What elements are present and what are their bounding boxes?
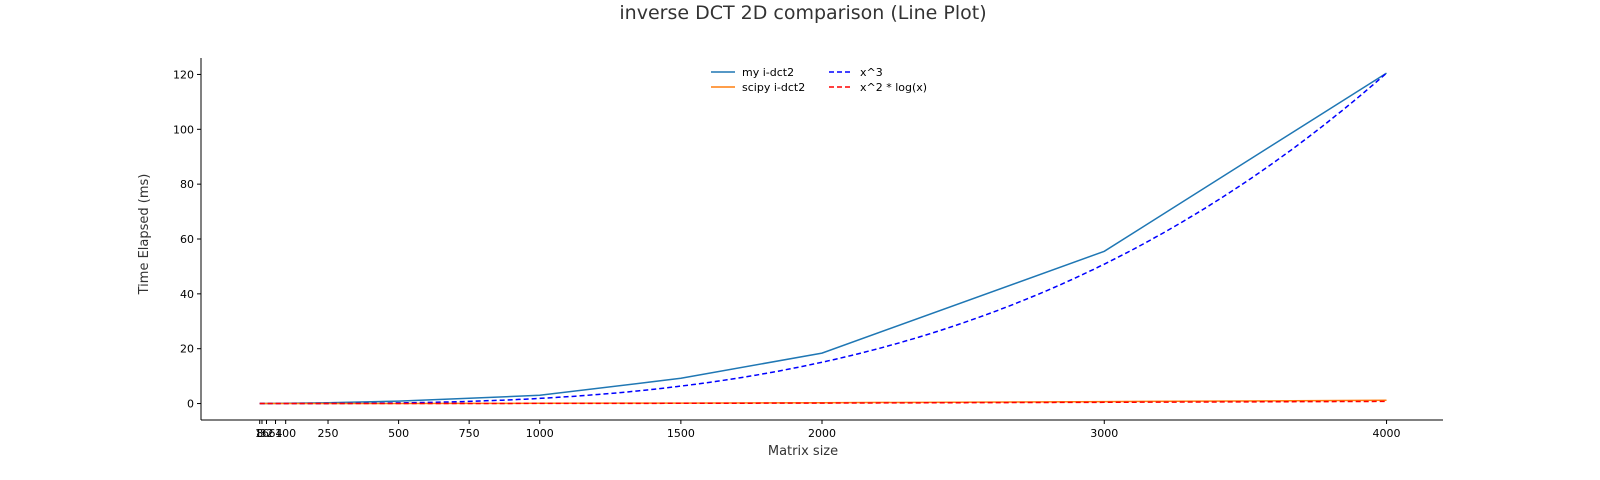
legend-label: x^3: [860, 66, 883, 79]
y-tick-label: 120: [173, 68, 194, 81]
x-tick-label: 4000: [1373, 427, 1401, 440]
x-tick-label: 64: [269, 427, 283, 440]
x-tick-label: 500: [388, 427, 409, 440]
x-tick-label: 32: [259, 427, 273, 440]
y-tick-label: 100: [173, 123, 194, 136]
series-line-1: [259, 72, 1387, 405]
x-tick-label: 250: [318, 427, 339, 440]
x-tick-label: 8: [256, 427, 263, 440]
y-axis-ticks: 0 20 40 60 80 100 120: [173, 68, 201, 411]
legend-label: scipy i-dct2: [742, 81, 805, 94]
y-tick-label: 60: [180, 233, 194, 246]
series-line-3: [259, 72, 1387, 405]
x-tick-label: 16: [255, 427, 269, 440]
x-tick-label: 1500: [667, 427, 695, 440]
x-axis-label: Matrix size: [768, 444, 838, 459]
y-axis-label: Time Elapsed (ms): [137, 174, 152, 296]
axes: [200, 58, 1443, 421]
y-tick-label: 40: [180, 288, 194, 301]
x-tick-label: 2000: [808, 427, 836, 440]
legend-label: my i-dct2: [742, 66, 794, 79]
x-tick-label: 3000: [1090, 427, 1118, 440]
y-tick-label: 20: [180, 343, 194, 356]
x-tick-label: 100: [275, 427, 296, 440]
y-tick-label: 80: [180, 178, 194, 191]
chart-title: inverse DCT 2D comparison (Line Plot): [619, 2, 986, 24]
plot-area: [259, 72, 1387, 405]
legend: my i-dct2 scipy i-dct2 x^3 x^2 * log(x): [711, 66, 927, 94]
x-tick-label: 1000: [526, 427, 554, 440]
legend-label: x^2 * log(x): [860, 81, 927, 94]
series-line-4: [259, 400, 1387, 405]
x-tick-label: 750: [459, 427, 480, 440]
y-tick-label: 0: [187, 398, 194, 411]
